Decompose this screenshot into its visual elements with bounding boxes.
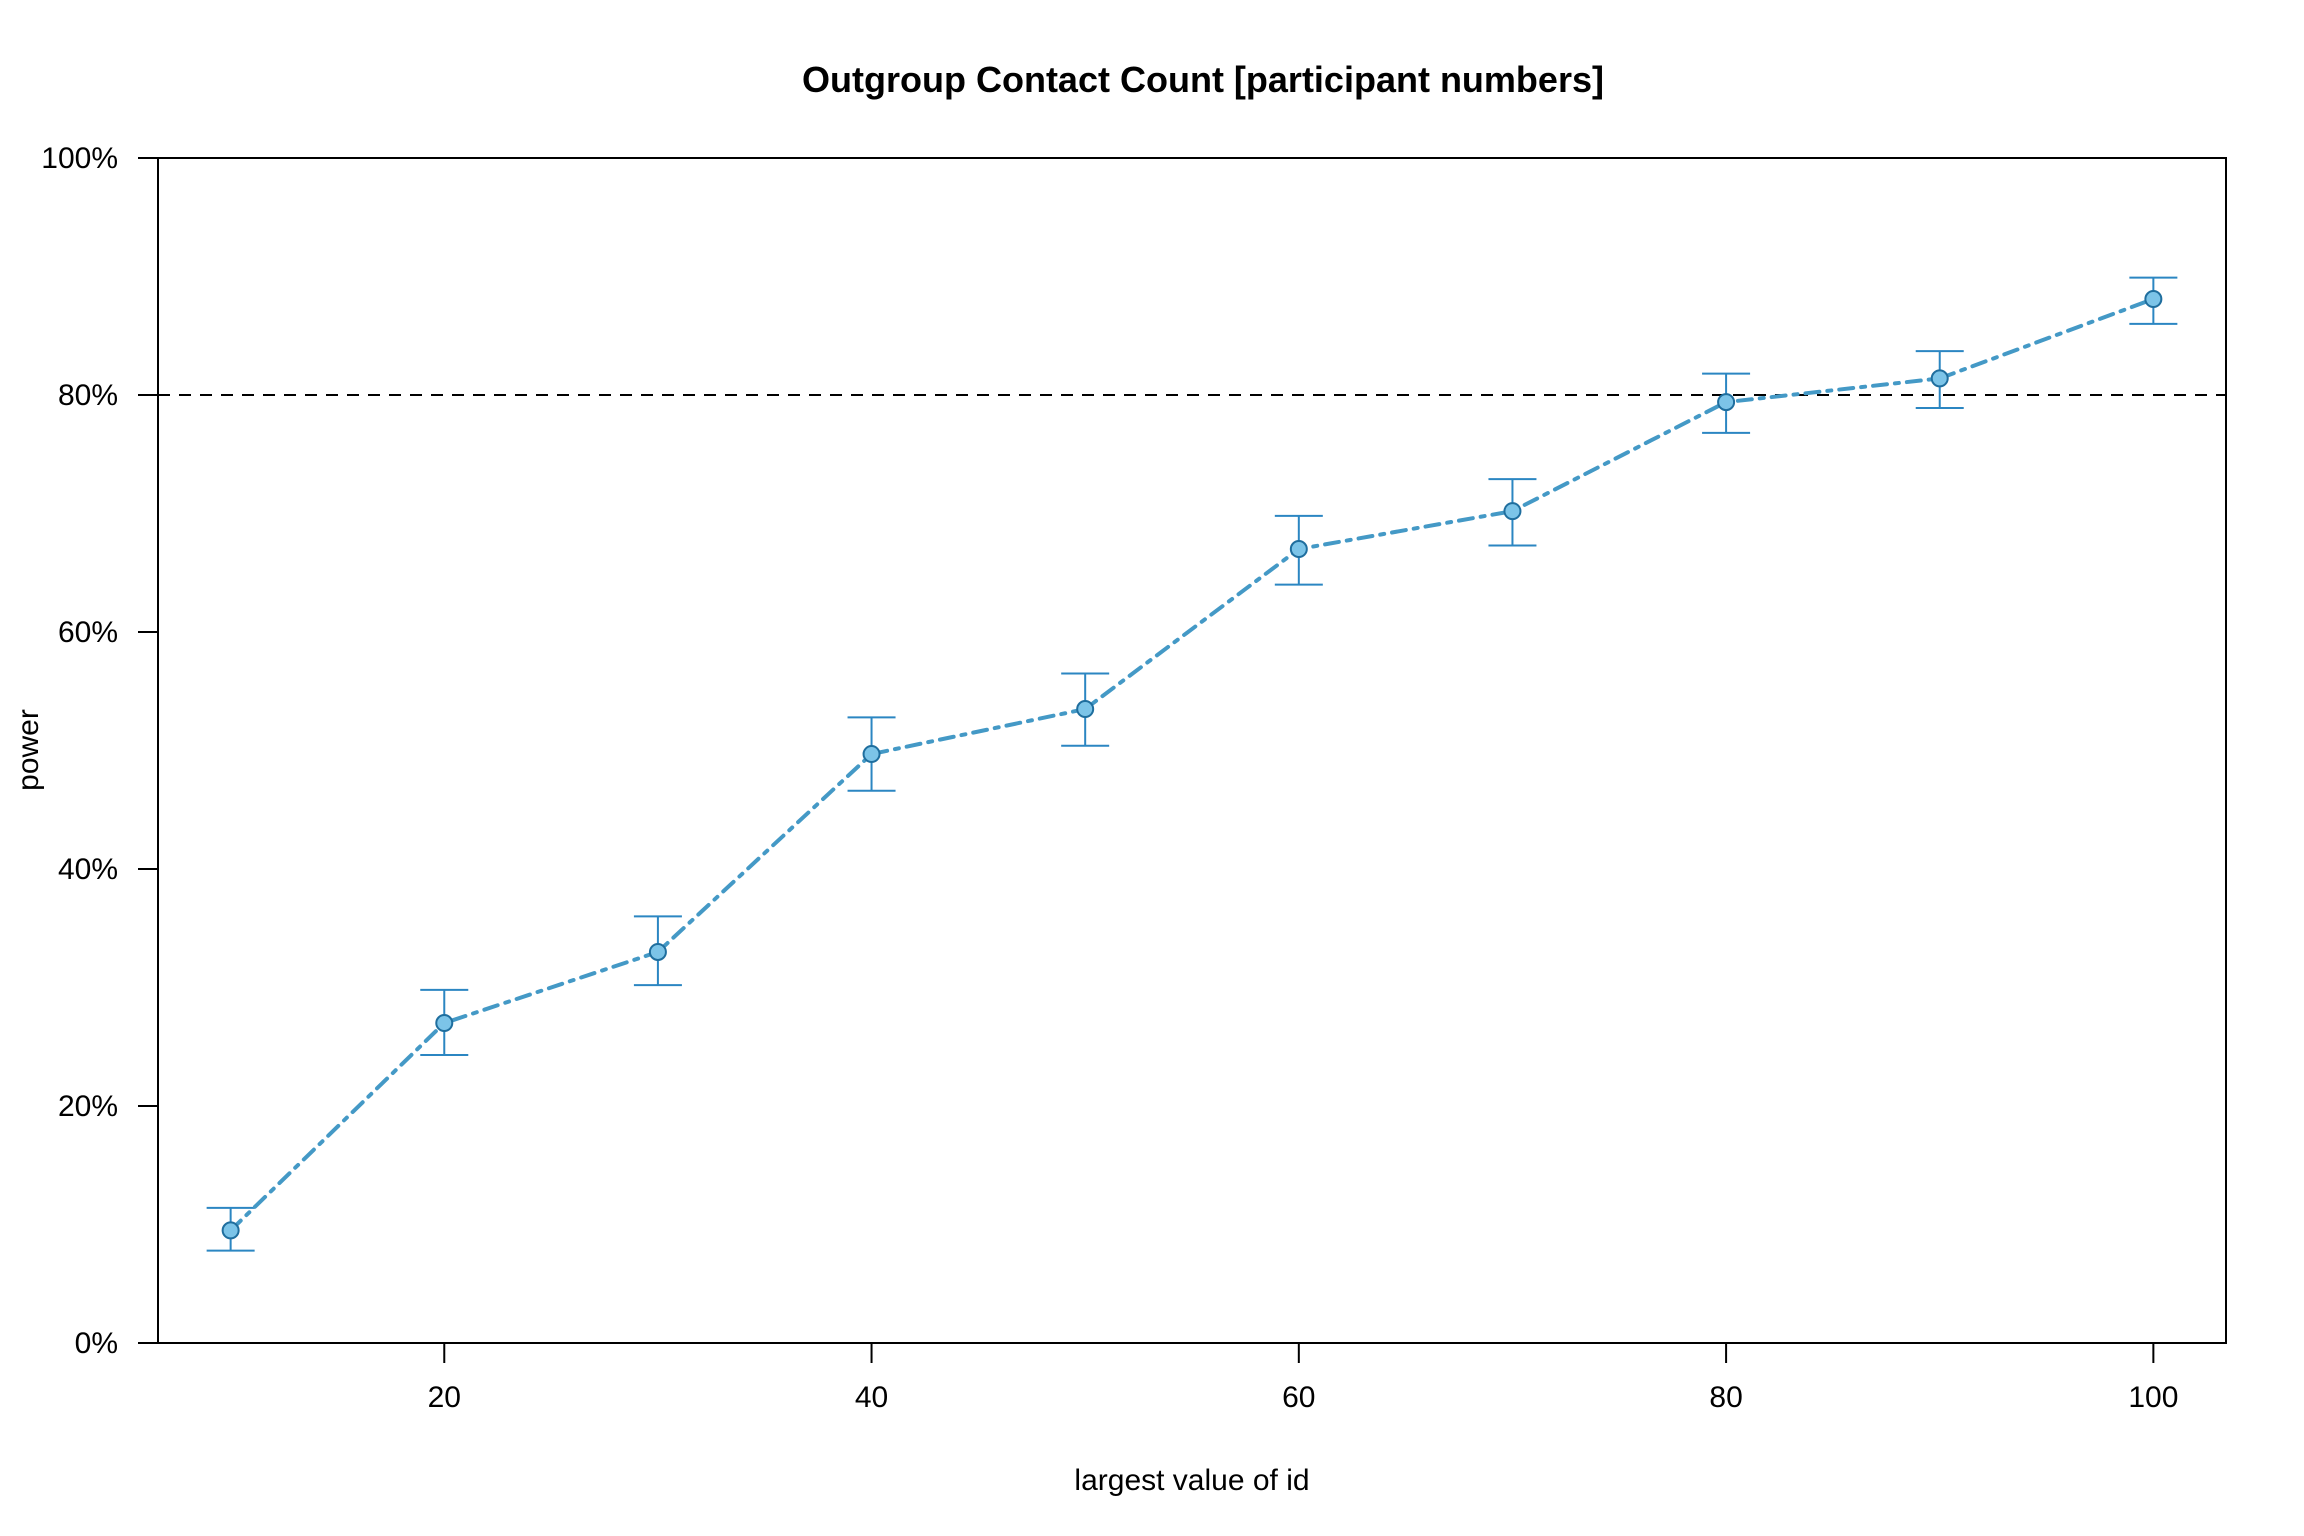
x-tick-label: 100 bbox=[2128, 1381, 2178, 1414]
data-point bbox=[862, 745, 881, 764]
data-point bbox=[1717, 393, 1736, 412]
y-tick-label: 100% bbox=[41, 142, 118, 175]
data-point bbox=[1076, 700, 1095, 719]
data-point bbox=[435, 1014, 454, 1033]
y-tick-label: 80% bbox=[58, 379, 118, 412]
x-tick-label: 60 bbox=[1282, 1381, 1315, 1414]
chart-title: Outgroup Contact Count [participant numb… bbox=[802, 59, 1604, 100]
y-tick-label: 20% bbox=[58, 1090, 118, 1123]
series-layer bbox=[206, 276, 2178, 1252]
y-axis-label: power bbox=[12, 709, 45, 791]
x-axis: 20 40 60 80 100 bbox=[428, 1343, 2178, 1414]
y-tick-label: 0% bbox=[75, 1327, 118, 1360]
data-point bbox=[1503, 502, 1522, 521]
x-tick-label: 80 bbox=[1709, 1381, 1742, 1414]
data-point bbox=[2144, 290, 2163, 309]
data-point bbox=[1289, 540, 1308, 559]
data-point bbox=[221, 1221, 240, 1240]
series-line bbox=[228, 297, 2156, 1233]
x-axis-label: largest value of id bbox=[1074, 1464, 1309, 1497]
y-tick-label: 60% bbox=[58, 616, 118, 649]
data-point bbox=[648, 942, 667, 961]
data-point bbox=[1930, 369, 1949, 388]
plot-frame bbox=[157, 157, 2227, 1344]
x-tick-label: 40 bbox=[855, 1381, 888, 1414]
x-tick-label: 20 bbox=[428, 1381, 461, 1414]
y-tick-label: 40% bbox=[58, 853, 118, 886]
y-axis: 0% 20% 40% 60% 80% 100% bbox=[41, 142, 158, 1360]
